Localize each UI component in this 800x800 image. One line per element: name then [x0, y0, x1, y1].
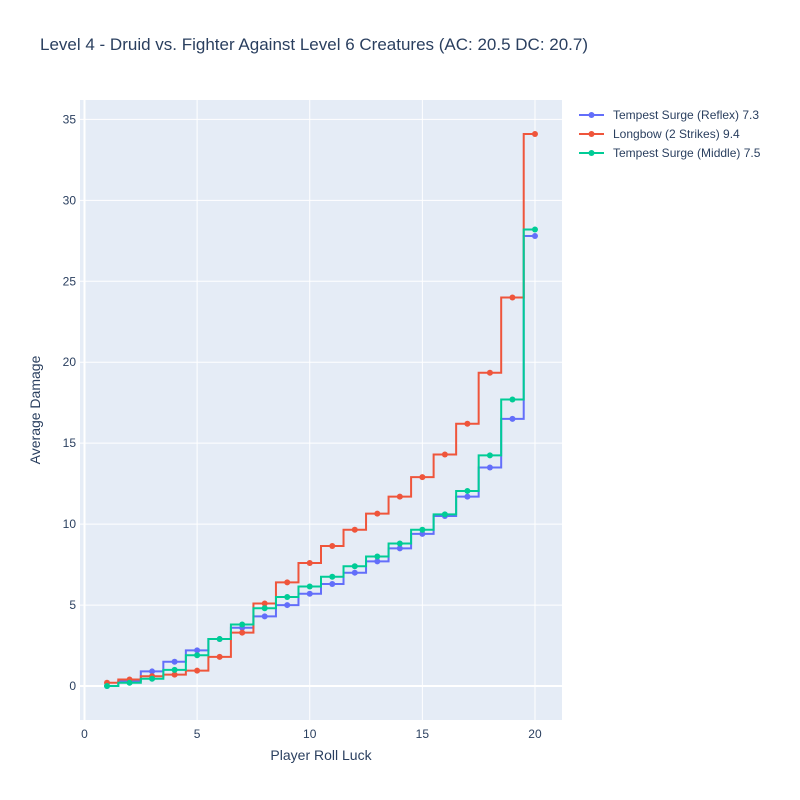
data-point[interactable] [531, 226, 538, 233]
data-point[interactable] [419, 526, 426, 533]
data-point[interactable] [306, 583, 313, 590]
series-line [107, 234, 535, 688]
legend-label: Tempest Surge (Middle) 7.5 [613, 146, 761, 160]
data-point[interactable] [329, 573, 336, 580]
data-point[interactable] [486, 464, 493, 471]
data-point[interactable] [351, 526, 358, 533]
data-point[interactable] [284, 593, 291, 600]
data-point[interactable] [239, 629, 246, 636]
data-point[interactable] [396, 493, 403, 500]
data-point[interactable] [396, 540, 403, 547]
data-point[interactable] [261, 600, 268, 607]
data-point[interactable] [171, 658, 178, 665]
data-point[interactable] [464, 493, 471, 500]
plot-background [80, 100, 562, 720]
x-tick-labels: 0 5 10 15 20 [81, 727, 542, 741]
series-line [107, 132, 535, 684]
chart-title: Level 4 - Druid vs. Fighter Against Leve… [40, 35, 588, 54]
y-tick-label: 20 [63, 355, 77, 369]
x-tick-label: 5 [194, 727, 201, 741]
legend-swatch-marker [588, 131, 595, 137]
legend-swatch-marker [588, 150, 595, 156]
data-point[interactable] [104, 683, 111, 690]
data-point[interactable] [306, 559, 313, 566]
data-point[interactable] [441, 451, 448, 458]
data-point[interactable] [531, 130, 538, 137]
data-point[interactable] [149, 675, 156, 682]
y-tick-label: 10 [63, 517, 77, 531]
legend-swatch-marker [588, 112, 595, 118]
data-point[interactable] [329, 581, 336, 588]
data-point[interactable] [216, 653, 223, 660]
x-tick-label: 10 [303, 727, 317, 741]
data-point[interactable] [329, 542, 336, 549]
data-point[interactable] [126, 679, 133, 686]
data-point[interactable] [239, 621, 246, 628]
data-point[interactable] [396, 545, 403, 552]
data-point[interactable] [261, 605, 268, 612]
data-point[interactable] [419, 474, 426, 481]
grid-lines [80, 100, 562, 720]
data-point[interactable] [284, 579, 291, 586]
y-tick-label: 25 [63, 274, 77, 288]
series-line [107, 228, 535, 688]
y-tick-labels: 0 5 10 15 20 25 30 35 [63, 112, 77, 693]
data-point[interactable] [441, 511, 448, 518]
legend-label: Longbow (2 Strikes) 9.4 [613, 127, 740, 141]
data-point[interactable] [374, 510, 381, 517]
data-point[interactable] [194, 667, 201, 674]
data-point[interactable] [464, 487, 471, 494]
y-tick-label: 30 [63, 193, 77, 207]
data-point[interactable] [284, 602, 291, 609]
data-point[interactable] [509, 415, 516, 422]
data-point[interactable] [351, 563, 358, 570]
data-point[interactable] [171, 671, 178, 678]
legend-item[interactable]: Tempest Surge (Middle) 7.5 [579, 146, 761, 160]
data-point[interactable] [171, 666, 178, 673]
x-tick-label: 20 [528, 727, 542, 741]
y-tick-label: 5 [69, 598, 76, 612]
data-point[interactable] [486, 369, 493, 376]
data-point[interactable] [486, 452, 493, 459]
data-point[interactable] [194, 652, 201, 659]
data-point[interactable] [509, 294, 516, 301]
y-tick-label: 15 [63, 436, 77, 450]
data-point[interactable] [306, 590, 313, 597]
x-axis-title: Player Roll Luck [270, 747, 372, 763]
x-tick-label: 0 [81, 727, 88, 741]
data-point[interactable] [351, 569, 358, 576]
data-point[interactable] [149, 668, 156, 675]
y-axis-title: Average Damage [27, 355, 43, 464]
data-point[interactable] [194, 647, 201, 654]
legend-item[interactable]: Longbow (2 Strikes) 9.4 [579, 127, 740, 141]
data-point[interactable] [261, 613, 268, 620]
y-tick-label: 35 [63, 112, 77, 126]
series-layer [104, 130, 538, 690]
legend[interactable]: Tempest Surge (Reflex) 7.3 Longbow (2 Str… [579, 108, 761, 160]
data-point[interactable] [374, 558, 381, 565]
x-tick-label: 15 [416, 727, 430, 741]
y-tick-label: 0 [69, 679, 76, 693]
data-point[interactable] [509, 396, 516, 403]
data-point[interactable] [216, 636, 223, 643]
legend-label: Tempest Surge (Reflex) 7.3 [613, 108, 759, 122]
data-point[interactable] [374, 553, 381, 560]
data-point[interactable] [464, 420, 471, 427]
legend-item[interactable]: Tempest Surge (Reflex) 7.3 [579, 108, 759, 122]
data-point[interactable] [531, 232, 538, 239]
series-3 [104, 226, 538, 690]
series-2 [104, 130, 538, 686]
